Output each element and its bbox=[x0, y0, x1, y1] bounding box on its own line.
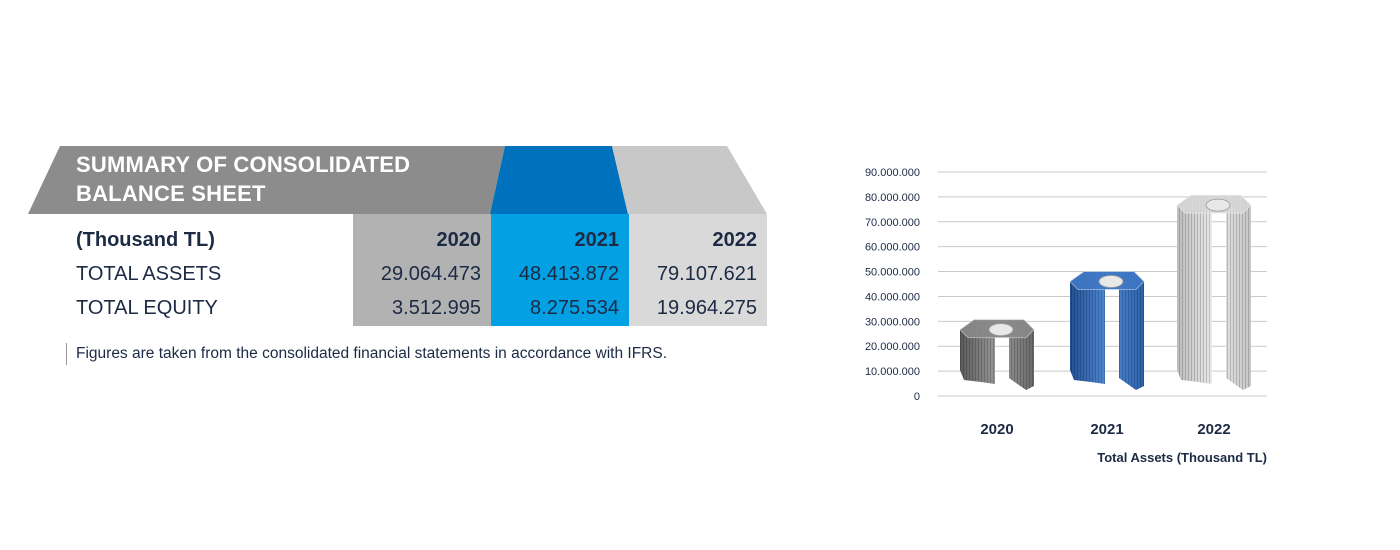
page-title-line-1: SUMMARY OF CONSOLIDATED bbox=[76, 152, 411, 177]
bar-2020 bbox=[959, 319, 1035, 390]
x-tick-label: 2020 bbox=[980, 421, 1013, 438]
total-assets-chart: 90.000.000 80.000.000 70.000.000 60.000.000… bbox=[865, 167, 1267, 465]
total-equity-2021: 8.275.534 bbox=[530, 297, 619, 319]
bar-2022 bbox=[1176, 194, 1252, 390]
year-header-2022: 2022 bbox=[712, 229, 758, 251]
year-header-2020: 2020 bbox=[436, 229, 482, 251]
banner-2021-band bbox=[490, 146, 628, 214]
column-2021-background bbox=[491, 214, 629, 326]
banner-2022-band bbox=[612, 146, 767, 214]
y-tick-label: 40.000.000 bbox=[865, 291, 920, 303]
total-equity-2022: 19.964.275 bbox=[656, 297, 757, 319]
total-assets-2021: 48.413.872 bbox=[518, 263, 619, 285]
y-tick-label: 70.000.000 bbox=[865, 217, 920, 229]
total-equity-2020: 3.512.995 bbox=[392, 297, 481, 319]
title-banner bbox=[28, 146, 767, 214]
balance-sheet-summary: SUMMARY OF CONSOLIDATED BALANCE SHEET (T… bbox=[28, 146, 767, 365]
y-tick-label: 50.000.000 bbox=[865, 267, 920, 279]
x-tick-label: 2021 bbox=[1090, 421, 1123, 438]
y-tick-label: 10.000.000 bbox=[865, 366, 920, 378]
footnote: Figures are taken from the consolidated … bbox=[76, 345, 668, 362]
banner-title-band bbox=[28, 146, 505, 214]
x-tick-label: 2022 bbox=[1197, 421, 1230, 438]
y-tick-label: 90.000.000 bbox=[865, 167, 920, 179]
footnote-divider bbox=[66, 343, 67, 365]
y-tick-label: 60.000.000 bbox=[865, 242, 920, 254]
unit-label: (Thousand TL) bbox=[76, 229, 215, 251]
column-2022-background bbox=[629, 214, 767, 326]
column-2020-background bbox=[353, 214, 491, 326]
row-label-total-equity: TOTAL EQUITY bbox=[76, 297, 218, 319]
total-assets-2020: 29.064.473 bbox=[380, 263, 481, 285]
total-assets-2022: 79.107.621 bbox=[656, 263, 757, 285]
year-header-2021: 2021 bbox=[574, 229, 620, 251]
page-title-line-2: BALANCE SHEET bbox=[76, 181, 266, 206]
x-axis-title: Total Assets (Thousand TL) bbox=[1097, 450, 1267, 465]
row-label-total-assets: TOTAL ASSETS bbox=[76, 263, 222, 285]
y-tick-label: 20.000.000 bbox=[865, 341, 920, 353]
y-tick-label: 30.000.000 bbox=[865, 316, 920, 328]
bar-2021 bbox=[1069, 271, 1145, 390]
y-tick-label: 80.000.000 bbox=[865, 192, 920, 204]
y-tick-label: 0 bbox=[914, 391, 920, 403]
